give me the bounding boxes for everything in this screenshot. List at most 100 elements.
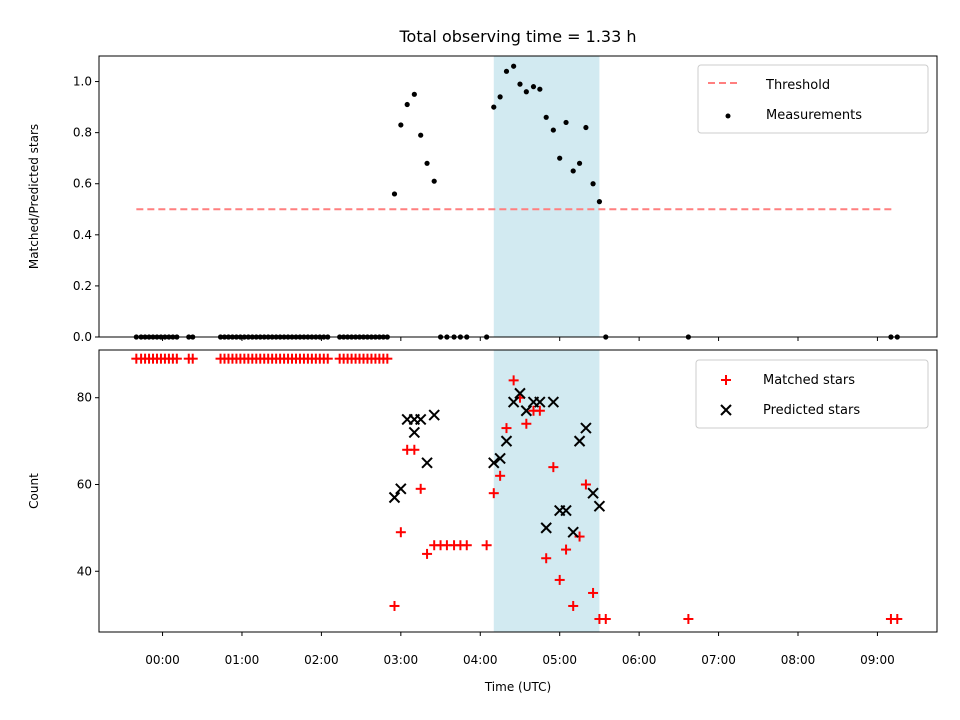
predicted-star-point xyxy=(547,396,560,408)
x-tick-label: 06:00 xyxy=(622,653,657,667)
y-tick-label: 0.4 xyxy=(73,228,92,242)
x-tick-label: 00:00 xyxy=(145,653,180,667)
measurement-point xyxy=(411,91,417,97)
ratio-x-ticks xyxy=(162,337,878,341)
x-tick-label: 08:00 xyxy=(781,653,816,667)
x-tick-label: 05:00 xyxy=(542,653,577,667)
observing-window-shade xyxy=(493,350,600,632)
matched-stars-points xyxy=(131,353,903,624)
matched-star-point xyxy=(415,483,426,494)
observing-window-shade xyxy=(493,56,600,337)
measurement-point xyxy=(503,68,510,74)
predicted-stars-points xyxy=(388,387,606,538)
ratio-legend: Threshold Measurements xyxy=(697,64,929,134)
matched-star-point xyxy=(508,375,519,386)
matched-star-point xyxy=(382,353,393,364)
measurement-point xyxy=(404,101,410,108)
measurement-point xyxy=(530,84,537,90)
measurement-point xyxy=(543,114,549,120)
predicted-star-point xyxy=(494,452,506,465)
measurement-point xyxy=(431,178,437,184)
measurement-point xyxy=(590,181,596,187)
predicted-star-point xyxy=(580,422,592,434)
legend-matched-label: Matched stars xyxy=(763,373,855,388)
matched-star-point xyxy=(422,548,433,559)
matched-star-point xyxy=(395,527,406,538)
matched-star-point xyxy=(554,574,565,585)
count-panel: 40 60 80 00:00 01:00 02:00 03:00 04:00 05:00 06:… xyxy=(27,349,938,667)
predicted-star-point xyxy=(593,500,606,512)
legend-measurements-label: Measurements xyxy=(766,108,862,123)
predicted-star-point xyxy=(514,387,526,400)
matched-star-point xyxy=(568,600,579,611)
measurement-point xyxy=(576,160,583,166)
y-tick-label: 0.0 xyxy=(73,330,92,344)
matched-star-point xyxy=(892,613,903,624)
legend-matched-swatch xyxy=(721,375,731,385)
predicted-star-point xyxy=(388,491,401,504)
count-legend-box xyxy=(695,359,929,429)
predicted-star-point xyxy=(540,522,552,534)
measurement-point xyxy=(517,81,523,87)
measurement-point xyxy=(391,191,398,197)
predicted-star-point xyxy=(507,396,520,408)
count-y-ticks: 40 60 80 xyxy=(77,391,99,578)
matched-star-point xyxy=(481,540,492,551)
count-y-axis-label: Count xyxy=(27,473,41,509)
matched-star-point xyxy=(171,353,182,364)
predicted-star-point xyxy=(500,435,513,447)
matched-star-point xyxy=(461,540,472,551)
ratio-y-axis-label: Matched/Predicted stars xyxy=(27,124,41,269)
predicted-star-point xyxy=(573,435,586,447)
measurement-point xyxy=(523,89,529,95)
ratio-y-ticks: 0.0 0.2 0.4 0.6 0.8 1.0 xyxy=(73,75,99,344)
matched-star-point xyxy=(322,353,333,364)
predicted-star-point xyxy=(428,409,440,421)
measurement-point xyxy=(491,104,497,110)
predicted-star-point xyxy=(567,526,579,538)
chart-title: Total observing time = 1.33 h xyxy=(398,27,636,46)
legend-predicted-label: Predicted stars xyxy=(763,403,860,418)
predicted-star-point xyxy=(488,457,500,469)
matched-star-point xyxy=(548,462,559,473)
predicted-star-point xyxy=(421,457,433,469)
measurement-point xyxy=(583,124,589,131)
x-tick-label: 02:00 xyxy=(304,653,339,667)
measurement-point xyxy=(497,94,503,100)
matched-star-point xyxy=(521,418,532,429)
ratio-panel: 0.0 0.2 0.4 0.6 0.8 1.0 Matched/Predicted sta… xyxy=(27,55,938,344)
y-tick-label: 0.6 xyxy=(73,177,92,191)
legend-threshold-label: Threshold xyxy=(765,78,830,93)
measurement-point xyxy=(537,86,543,92)
matched-star-point xyxy=(495,470,506,481)
x-axis-label: Time (UTC) xyxy=(484,680,551,694)
x-tick-label: 07:00 xyxy=(701,653,736,667)
ratio-legend-box xyxy=(697,64,929,134)
predicted-star-point xyxy=(408,426,421,439)
legend-predicted-swatch xyxy=(720,404,732,416)
matched-star-point xyxy=(683,613,694,624)
y-tick-label: 60 xyxy=(77,477,92,491)
matched-star-point xyxy=(600,613,611,624)
measurement-point xyxy=(563,119,569,126)
measurement-point xyxy=(570,168,576,174)
y-tick-label: 0.8 xyxy=(73,126,92,140)
x-tick-label: 03:00 xyxy=(384,653,419,667)
measurement-point xyxy=(511,63,517,69)
y-tick-label: 1.0 xyxy=(73,75,92,89)
count-legend: Matched stars Predicted stars xyxy=(695,359,929,429)
legend-plus-marker xyxy=(721,375,731,385)
x-tick-label: 04:00 xyxy=(463,653,498,667)
predicted-star-point xyxy=(414,413,427,426)
matched-star-point xyxy=(561,544,572,555)
matched-star-point xyxy=(409,444,420,455)
y-tick-label: 40 xyxy=(77,564,92,578)
measurement-point xyxy=(596,199,603,205)
matched-star-point xyxy=(541,553,552,564)
x-tick-label: 09:00 xyxy=(860,653,895,667)
y-tick-label: 80 xyxy=(77,391,92,405)
matched-star-point xyxy=(187,353,198,364)
measurement-point xyxy=(557,155,563,161)
matched-star-point xyxy=(534,405,545,416)
